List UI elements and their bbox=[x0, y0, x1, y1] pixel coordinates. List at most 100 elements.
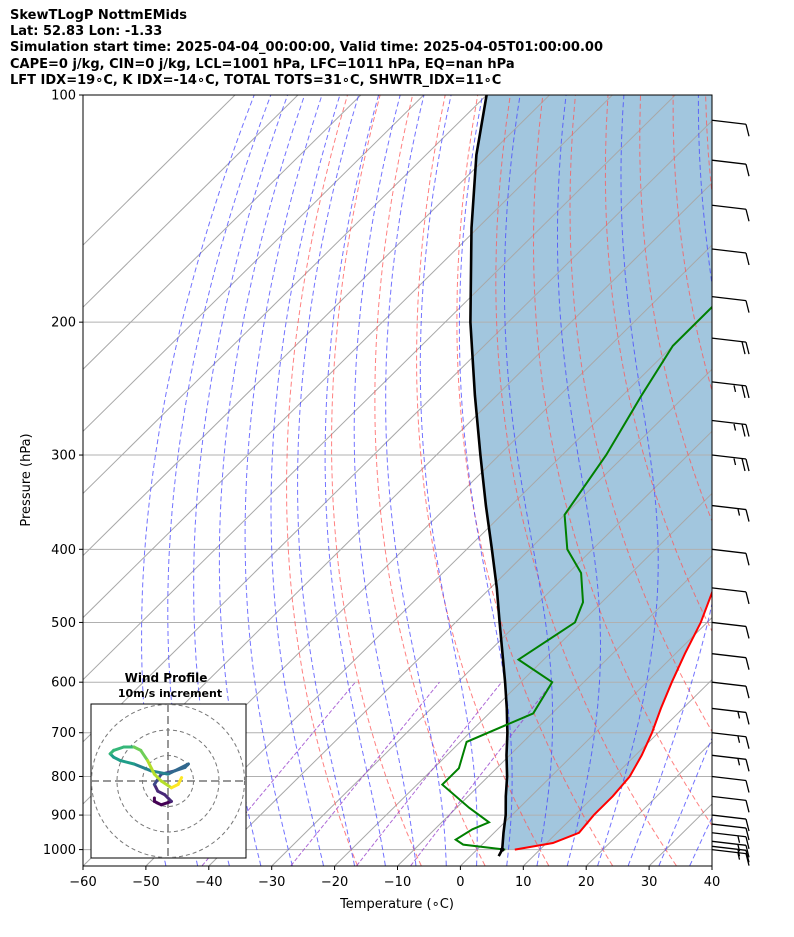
plot-area bbox=[83, 95, 712, 866]
moist-adiabat bbox=[419, 95, 478, 866]
x-axis-label: Temperature (∘C) bbox=[339, 897, 454, 912]
hodograph-segment bbox=[118, 759, 136, 766]
y-tick-label: 1000 bbox=[43, 843, 76, 858]
wind-barb-flag bbox=[745, 124, 750, 137]
wind-barb-flag bbox=[745, 300, 750, 313]
wind-barb-flag bbox=[745, 827, 750, 841]
dry-adiabat bbox=[639, 95, 712, 523]
wind-barb-shaft bbox=[711, 848, 747, 855]
moist-adiabat bbox=[218, 95, 306, 866]
wind-barb-shaft bbox=[711, 504, 747, 511]
parcel-profile bbox=[469, 95, 509, 857]
wind-barb bbox=[711, 732, 750, 749]
wind-barb-shaft bbox=[711, 159, 747, 165]
wind-barb bbox=[711, 653, 750, 670]
temperature-profile bbox=[514, 589, 712, 851]
wind-barb-shaft bbox=[711, 823, 747, 829]
wind-barb bbox=[711, 504, 750, 522]
wind-barb-flag bbox=[745, 252, 750, 266]
wind-barb-half-flag bbox=[737, 852, 741, 860]
x-tick-label: 20 bbox=[578, 875, 595, 890]
isotherm bbox=[334, 492, 712, 866]
x-tick-label: −20 bbox=[321, 875, 348, 890]
hodograph-segment bbox=[146, 759, 156, 776]
isotherm bbox=[397, 554, 712, 866]
isotherm bbox=[83, 95, 613, 619]
wind-barb-flag bbox=[745, 164, 750, 177]
x-tick-label: 30 bbox=[641, 875, 658, 890]
moist-adiabat bbox=[658, 736, 712, 866]
y-tick-label: 300 bbox=[51, 449, 76, 464]
wind-barb-flag bbox=[745, 458, 750, 472]
dry-adiabat bbox=[416, 95, 550, 866]
wind-barb-shaft bbox=[711, 775, 747, 782]
dry-adiabat bbox=[705, 95, 712, 198]
wind-barb-half-flag bbox=[737, 844, 741, 852]
wind-barb-shaft bbox=[711, 621, 747, 628]
hodograph-inset: Wind Profile 10m/s increment bbox=[90, 671, 247, 859]
isotherm bbox=[83, 95, 236, 246]
moist-adiabat bbox=[244, 95, 323, 866]
wind-barb-flag bbox=[745, 657, 750, 670]
wind-barb-flag bbox=[741, 385, 746, 399]
moist-adiabat bbox=[324, 95, 386, 866]
wind-barb bbox=[711, 707, 750, 725]
isotherm bbox=[460, 616, 712, 866]
wind-barb bbox=[711, 381, 750, 399]
wind-barb-flag bbox=[745, 553, 750, 566]
wind-barb bbox=[711, 248, 750, 266]
wind-barb bbox=[711, 548, 750, 566]
wind-barb-shaft bbox=[711, 419, 747, 426]
x-tick-label: −10 bbox=[384, 875, 411, 890]
wind-barb-flag bbox=[741, 423, 746, 437]
wind-barb-flag bbox=[745, 385, 750, 399]
time-text: Simulation start time: 2025-04-04_00:00:… bbox=[10, 40, 603, 56]
hodograph-title: Wind Profile bbox=[125, 671, 208, 685]
wind-barb-flag bbox=[745, 712, 750, 725]
y-tick-label: 200 bbox=[51, 316, 76, 331]
wind-barb-flag bbox=[745, 836, 750, 849]
moist-adiabat bbox=[353, 95, 417, 866]
wind-barb-shaft bbox=[711, 204, 747, 210]
wind-barb bbox=[711, 295, 750, 313]
hodograph-segment bbox=[152, 772, 163, 783]
wind-barb-shaft bbox=[711, 337, 747, 343]
wind-barbs bbox=[711, 119, 750, 866]
mixing-ratio-line bbox=[356, 681, 502, 866]
hodograph-segment bbox=[132, 762, 153, 773]
wind-barb-flag bbox=[745, 736, 750, 749]
wind-barb bbox=[711, 823, 750, 841]
wind-barb-shaft bbox=[711, 381, 747, 387]
wind-barb-shaft bbox=[711, 732, 747, 738]
moist-adiabat bbox=[597, 95, 659, 866]
wind-barb bbox=[711, 840, 750, 858]
wind-barb bbox=[711, 587, 750, 605]
y-tick-label: 100 bbox=[51, 89, 76, 104]
moist-adiabat bbox=[193, 95, 289, 866]
wind-barb-half-flag bbox=[737, 836, 741, 843]
wind-barb-flag bbox=[745, 800, 750, 813]
hodograph-segment bbox=[159, 799, 173, 807]
dry-adiabat bbox=[374, 95, 486, 866]
wind-barb-flag bbox=[741, 341, 746, 355]
isotherm bbox=[83, 95, 550, 557]
x-tick-label: −40 bbox=[195, 875, 222, 890]
moist-adiabat bbox=[297, 95, 360, 866]
hodograph-segment bbox=[166, 762, 190, 776]
dry-adiabat bbox=[532, 95, 712, 827]
wind-barb-flag bbox=[745, 850, 750, 863]
wind-barb-flag bbox=[745, 845, 750, 858]
hodograph-segment bbox=[112, 745, 126, 752]
index-text: LFT IDX=19∘C, K IDX=-14∘C, TOTAL TOTS=31… bbox=[10, 72, 502, 88]
y-tick-label: 700 bbox=[51, 726, 76, 741]
y-tick-label: 900 bbox=[51, 809, 76, 824]
isotherm bbox=[523, 679, 712, 866]
wind-barb bbox=[711, 845, 750, 863]
wind-barb-shaft bbox=[711, 832, 747, 838]
wind-barb bbox=[711, 754, 750, 772]
wind-barb-flag bbox=[745, 424, 750, 437]
chart-header: SkewTLogP NottmEMids Lat: 52.83 Lon: -1.… bbox=[10, 8, 603, 89]
mixing-ratio-line bbox=[410, 681, 553, 866]
wind-barb bbox=[711, 795, 750, 813]
